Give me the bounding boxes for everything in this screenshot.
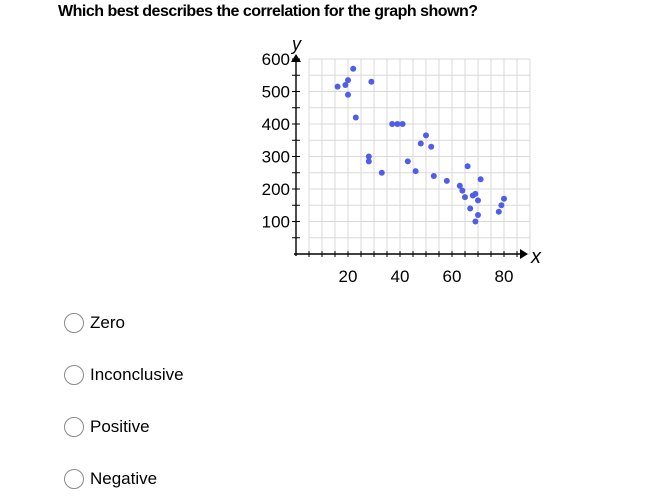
data-point: [423, 132, 429, 139]
option-inconclusive-label: Inconclusive: [90, 365, 184, 384]
data-point: [459, 187, 466, 194]
data-point: [412, 168, 419, 175]
data-point: [472, 218, 479, 225]
y-axis-label: y: [290, 34, 302, 54]
option-negative[interactable]: Negative: [64, 467, 157, 491]
data-point: [345, 91, 351, 98]
data-point: [352, 114, 359, 121]
data-point: [495, 208, 502, 215]
data-point: [342, 82, 349, 88]
option-zero-label: Zero: [90, 313, 125, 332]
data-point: [378, 169, 385, 176]
data-point: [456, 182, 463, 189]
data-point: [475, 197, 481, 204]
data-point: [428, 143, 435, 150]
data-point: [350, 65, 357, 72]
x-tick-label: 40: [391, 267, 410, 286]
option-zero[interactable]: Zero: [64, 311, 125, 335]
radio-zero[interactable]: [64, 313, 84, 333]
data-point: [462, 194, 468, 201]
data-point: [394, 121, 401, 127]
option-negative-label: Negative: [90, 469, 158, 488]
radio-negative[interactable]: [64, 469, 84, 489]
plot-points: [334, 65, 507, 225]
x-axis-label: x: [530, 246, 542, 268]
data-point: [334, 83, 341, 90]
y-tick-label: 300: [262, 148, 290, 167]
data-point: [464, 163, 471, 170]
data-point: [404, 158, 411, 165]
data-point: [368, 78, 375, 85]
data-point: [475, 212, 481, 218]
option-positive-label: Positive: [90, 417, 150, 436]
x-tick-label: 60: [443, 267, 462, 286]
data-point: [417, 140, 424, 147]
x-axis-arrow: [520, 249, 528, 259]
y-tick-label: 100: [262, 213, 290, 232]
question-text: Which best describes the correlation for…: [58, 3, 478, 20]
data-point: [399, 121, 406, 127]
y-tick-label: 500: [262, 83, 290, 102]
y-tick-label: 200: [262, 180, 290, 199]
plot-ticks: 20 40 60 80 100 200 300 400 500 600: [262, 50, 518, 286]
scatter-plot: 20 40 60 80 100 200 300 400 500 600 x y: [262, 34, 542, 286]
data-point: [498, 202, 505, 209]
data-point: [472, 190, 479, 197]
plot-grid: [308, 58, 531, 255]
plot-axes: [291, 54, 528, 259]
option-inconclusive[interactable]: Inconclusive: [64, 363, 184, 387]
data-point: [443, 177, 450, 184]
radio-positive[interactable]: [64, 417, 84, 437]
data-point: [501, 195, 507, 202]
radio-inconclusive[interactable]: [64, 365, 84, 385]
data-point: [389, 121, 396, 127]
y-axis-arrow: [291, 54, 301, 62]
data-point: [430, 173, 437, 179]
data-point: [477, 176, 484, 183]
x-tick-label: 20: [339, 267, 358, 286]
y-tick-label: 600: [262, 50, 290, 69]
data-point: [345, 77, 351, 84]
data-point: [365, 158, 372, 165]
y-tick-label: 400: [262, 115, 290, 134]
data-point: [365, 153, 372, 160]
data-point: [467, 205, 474, 212]
option-positive[interactable]: Positive: [64, 415, 150, 439]
x-tick-label: 80: [495, 267, 514, 286]
